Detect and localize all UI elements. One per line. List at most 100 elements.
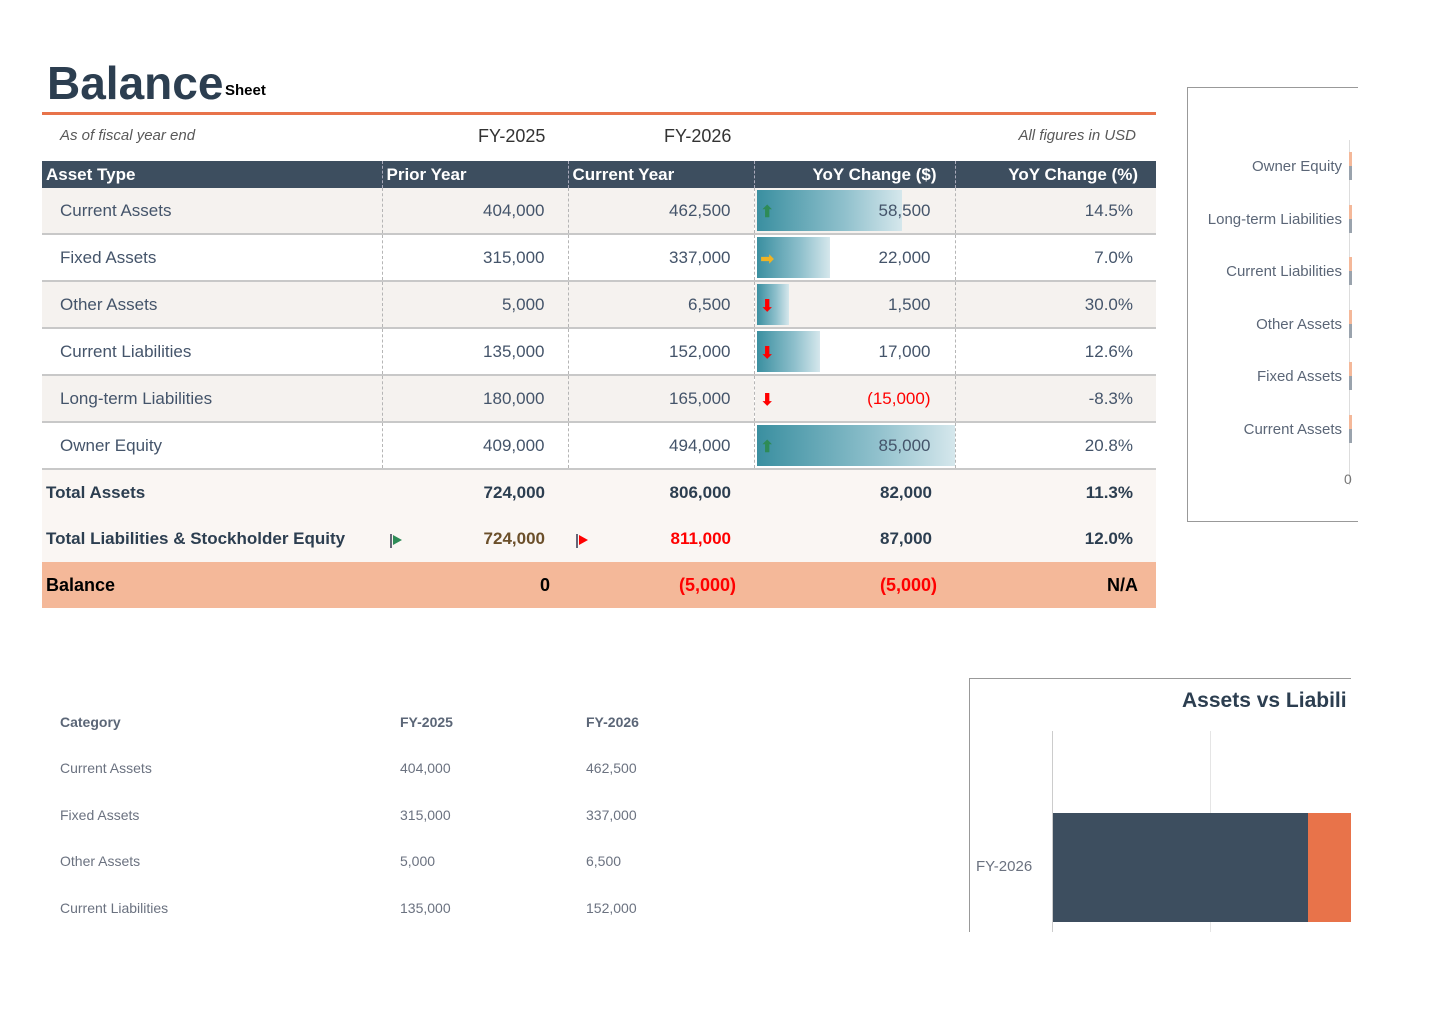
- yoy-change-value: 1,500: [887, 294, 931, 314]
- current-year-value: 337,000: [567, 234, 754, 282]
- bar-fy2025: [1349, 376, 1352, 390]
- balance-row: Balance 0 (5,000) (5,000) N/A: [42, 562, 1156, 608]
- title-divider: [42, 112, 1156, 115]
- bar-fy2026: [1349, 257, 1352, 271]
- currency-note: All figures in USD: [1018, 127, 1136, 144]
- as-of-label: As of fiscal year end: [60, 127, 196, 144]
- bar-fy2026: [1349, 309, 1352, 324]
- yoy-pct-value: 12.6%: [954, 328, 1156, 376]
- chart-title: Assets vs Liabili: [1182, 689, 1347, 712]
- summary-cell: Current Assets: [60, 760, 152, 776]
- summary-header: FY-2025: [400, 714, 453, 730]
- table-row: Fixed Assets 315,000 337,000 ➡ 22,000 7.0…: [42, 234, 1156, 282]
- yoy-pct-value: -8.3%: [954, 375, 1156, 423]
- trend-down-icon: ⬇: [760, 345, 774, 362]
- prior-year-value: 5,000: [381, 281, 568, 329]
- asset-type: Current Liabilities: [42, 328, 382, 376]
- col-asset-type: Asset Type: [42, 161, 382, 188]
- total-liab-row: Total Liabilities & Stockholder Equity 7…: [42, 516, 1156, 562]
- summary-cell: 462,500: [586, 760, 637, 776]
- current-value: (5,000): [568, 562, 754, 608]
- trend-up-icon: ⬆: [760, 204, 774, 221]
- yoy-change-cell: ➡ 22,000: [753, 234, 955, 282]
- col-current-year: Current Year: [567, 161, 754, 188]
- col-yoy-pct: YoY Change (%): [954, 161, 1156, 188]
- bar-fy2026: [1349, 152, 1352, 166]
- row-label: Balance: [42, 562, 382, 608]
- yoy-change-cell: ⬆ 85,000: [753, 422, 955, 470]
- summary-cell: 152,000: [586, 899, 637, 916]
- yoy-pct-value: 14.5%: [954, 188, 1156, 235]
- yoy-change-cell: ⬆ 58,500: [753, 188, 955, 235]
- category-comparison-chart: Owner Equity Long-term Liabilities Curre…: [1187, 87, 1358, 522]
- trend-down-icon: ⬇: [760, 298, 774, 315]
- bar-fy2026: [1349, 204, 1352, 219]
- bar-fy2025: [1349, 166, 1352, 180]
- data-bar: [756, 237, 830, 278]
- asset-type: Owner Equity: [42, 422, 382, 470]
- summary-cell: Other Assets: [60, 853, 141, 869]
- yoy-pct-value: 7.0%: [954, 234, 1156, 282]
- summary-cell: 404,000: [400, 760, 451, 776]
- green-flag-icon: [390, 534, 402, 548]
- summary-cell: 337,000: [586, 806, 637, 823]
- summary-header: Category: [60, 714, 121, 730]
- bar-assets: [1053, 813, 1308, 922]
- asset-type: Fixed Assets: [42, 234, 382, 282]
- data-bar: [756, 190, 902, 231]
- col-yoy-dollar: YoY Change ($): [753, 161, 955, 188]
- yoy-change-cell: ⬇ 1,500: [753, 281, 955, 329]
- gridline: [1052, 731, 1053, 932]
- row-label: Total Liabilities & Stockholder Equity: [42, 516, 382, 562]
- table-row: Current Assets 404,000 462,500 ⬆ 58,500 1…: [42, 188, 1156, 235]
- yoy-change-cell: ⬇ (15,000): [753, 375, 955, 423]
- fy-current-label: FY-2026: [664, 126, 732, 146]
- table-row: Owner Equity 409,000 494,000 ⬆ 85,000 20.…: [42, 422, 1156, 470]
- trend-down-icon: ⬇: [760, 392, 774, 409]
- pct-value: N/A: [955, 562, 1156, 608]
- yoy-change-cell: ⬇ 17,000: [753, 328, 955, 376]
- current-value: 806,000: [568, 469, 754, 516]
- category-label: Fixed Assets: [1256, 368, 1342, 385]
- bar-fy2025: [1349, 428, 1352, 443]
- change-value: 82,000: [754, 469, 955, 516]
- current-year-value: 152,000: [567, 328, 754, 376]
- fy-prior-label: FY-2025: [478, 126, 546, 146]
- prior-year-value: 409,000: [381, 422, 568, 470]
- summary-cell: Fixed Assets: [60, 806, 140, 823]
- change-value: 87,000: [754, 516, 955, 562]
- assets-vs-liabilities-chart: Assets vs Liabili FY-2026: [969, 678, 1351, 932]
- page-title: Balance: [47, 57, 224, 109]
- prior-year-value: 135,000: [381, 328, 568, 376]
- bar-fy2025: [1349, 218, 1352, 233]
- yoy-pct-value: 20.8%: [954, 422, 1156, 470]
- yoy-change-value: 22,000: [878, 247, 931, 267]
- data-bar: [756, 331, 820, 372]
- current-value: 811,000: [568, 516, 754, 562]
- table-row: Other Assets 5,000 6,500 ⬇ 1,500 30.0%: [42, 281, 1156, 329]
- pct-value: 12.0%: [955, 516, 1156, 562]
- table-row: Long-term Liabilities 180,000 165,000 ⬇ (…: [42, 375, 1156, 423]
- yoy-change-value: 85,000: [878, 435, 931, 455]
- x-tick-label: 0: [1344, 471, 1352, 487]
- balance-table: Asset Type Prior Year Current Year YoY C…: [42, 161, 1156, 608]
- col-prior-year: Prior Year: [381, 161, 568, 188]
- category-label: Current Liabilities: [1226, 263, 1342, 280]
- asset-type: Current Assets: [42, 188, 382, 235]
- yoy-change-value: (15,000): [867, 388, 931, 408]
- yoy-change-value: 58,500: [878, 200, 931, 220]
- prior-year-value: 315,000: [381, 234, 568, 282]
- current-year-value: 165,000: [567, 375, 754, 423]
- change-value: (5,000): [754, 562, 955, 608]
- prior-year-value: 404,000: [381, 188, 568, 235]
- yoy-change-value: 17,000: [878, 341, 931, 361]
- current-year-value: 494,000: [567, 422, 754, 470]
- bar-fy2026: [1349, 414, 1352, 429]
- summary-header: FY-2026: [586, 714, 639, 730]
- bar-fy2025: [1349, 271, 1352, 285]
- summary-cell: 135,000: [400, 899, 451, 916]
- summary-cell: Current Liabilities: [60, 899, 169, 916]
- category-label: Long-term Liabilities: [1207, 210, 1342, 228]
- total-assets-row: Total Assets 724,000 806,000 82,000 11.3…: [42, 469, 1156, 516]
- row-label: Total Assets: [42, 469, 382, 516]
